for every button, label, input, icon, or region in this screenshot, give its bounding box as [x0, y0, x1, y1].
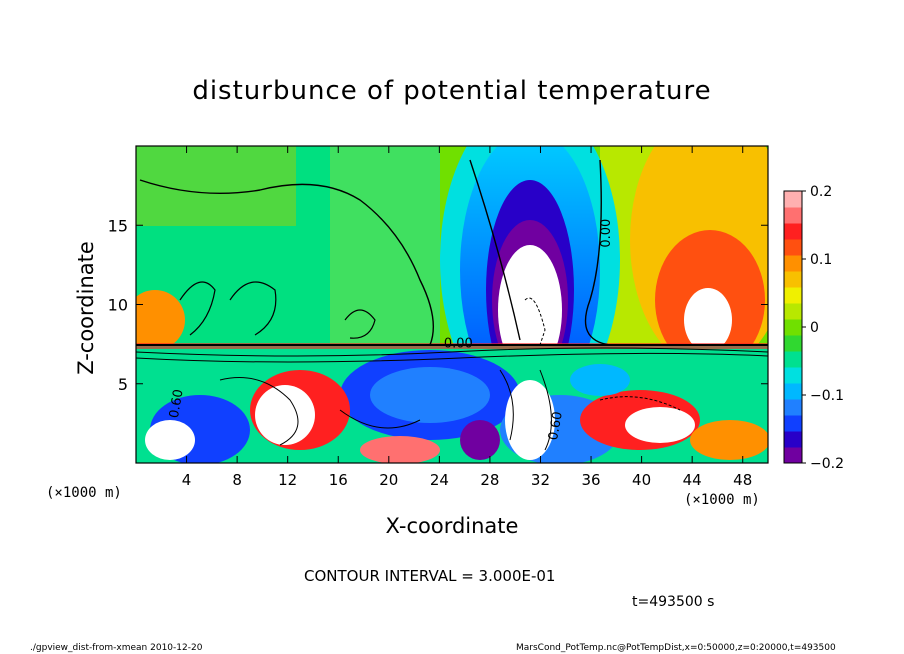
colorbar-swatch [784, 383, 802, 400]
x-tick-label: 16 [329, 471, 348, 489]
colorbar-tick-label: 0 [810, 320, 819, 336]
x-axis-label: X-coordinate [385, 514, 519, 538]
contour-label: 0.00 [599, 219, 614, 248]
contour-label-layer: 0.00 0.00 0.60 0.60 [167, 219, 614, 442]
colorbar-tick-label: −0.2 [810, 456, 844, 472]
x-tick-label: 20 [379, 471, 398, 489]
colorbar-swatch [784, 399, 802, 416]
colorbar-swatch [784, 303, 802, 320]
x-tick-label: 8 [232, 471, 242, 489]
colorbar-swatch [784, 351, 802, 368]
colorbar-swatch [784, 223, 802, 240]
chart-title: disturbunce of potential temperature [192, 76, 712, 106]
x-tick-label: 12 [278, 471, 297, 489]
colorbar-swatch [784, 239, 802, 256]
colorbar-swatch [784, 367, 802, 384]
x-tick-label: 32 [531, 471, 550, 489]
y-tick-label: 15 [108, 216, 128, 235]
footer-left: ./gpview_dist-from-xmean 2010-12-20 [30, 643, 203, 653]
heatmap-field [136, 146, 768, 463]
footer-right: MarsCond_PotTemp.nc@PotTempDist,x=0:5000… [516, 643, 836, 653]
x-tick-label: 44 [683, 471, 702, 489]
x-tick-label: 4 [182, 471, 192, 489]
y-tick-label: 5 [118, 375, 128, 394]
colorbar-swatch [784, 319, 802, 336]
x-tick-label: 28 [480, 471, 499, 489]
colorbar-tick-label: −0.1 [810, 388, 844, 404]
colorbar-swatch [784, 207, 802, 224]
colorbar-tick-label: 0.2 [810, 184, 832, 200]
x-tick-label: 24 [430, 471, 449, 489]
y-tick-label: 10 [108, 296, 128, 315]
colorbar-swatch [784, 271, 802, 288]
colorbar-tick-label: 0.1 [810, 252, 832, 268]
x-tick-label: 36 [581, 471, 600, 489]
x-tick-label: 48 [733, 471, 752, 489]
colorbar-swatch [784, 335, 802, 352]
y-axis: 5 10 15 [108, 216, 768, 394]
colorbar-swatch [784, 447, 802, 464]
x-tick-label: 40 [632, 471, 651, 489]
contour-label: 0.60 [167, 388, 187, 419]
colorbar-swatch [784, 191, 802, 208]
colorbar-swatch [784, 431, 802, 448]
colorbar-swatch [784, 287, 802, 304]
time-label: t=493500 s [632, 594, 715, 610]
contour-label: 0.00 [444, 336, 473, 351]
y-axis-label: Z-coordinate [74, 241, 98, 375]
colorbar-swatch [784, 415, 802, 432]
colorbar-swatch [784, 255, 802, 272]
colorbar: 0.2 0.1 0 −0.1 −0.2 [783, 184, 844, 472]
contour-label: 0.60 [546, 410, 566, 441]
x-axis: 4 8 12 16 20 24 28 32 36 40 44 48 [182, 146, 752, 489]
x-unit-label-left: (×1000 m) [46, 485, 122, 501]
x-unit-label-right: (×1000 m) [684, 492, 760, 508]
contour-interval: CONTOUR INTERVAL = 3.000E-01 [304, 567, 556, 585]
